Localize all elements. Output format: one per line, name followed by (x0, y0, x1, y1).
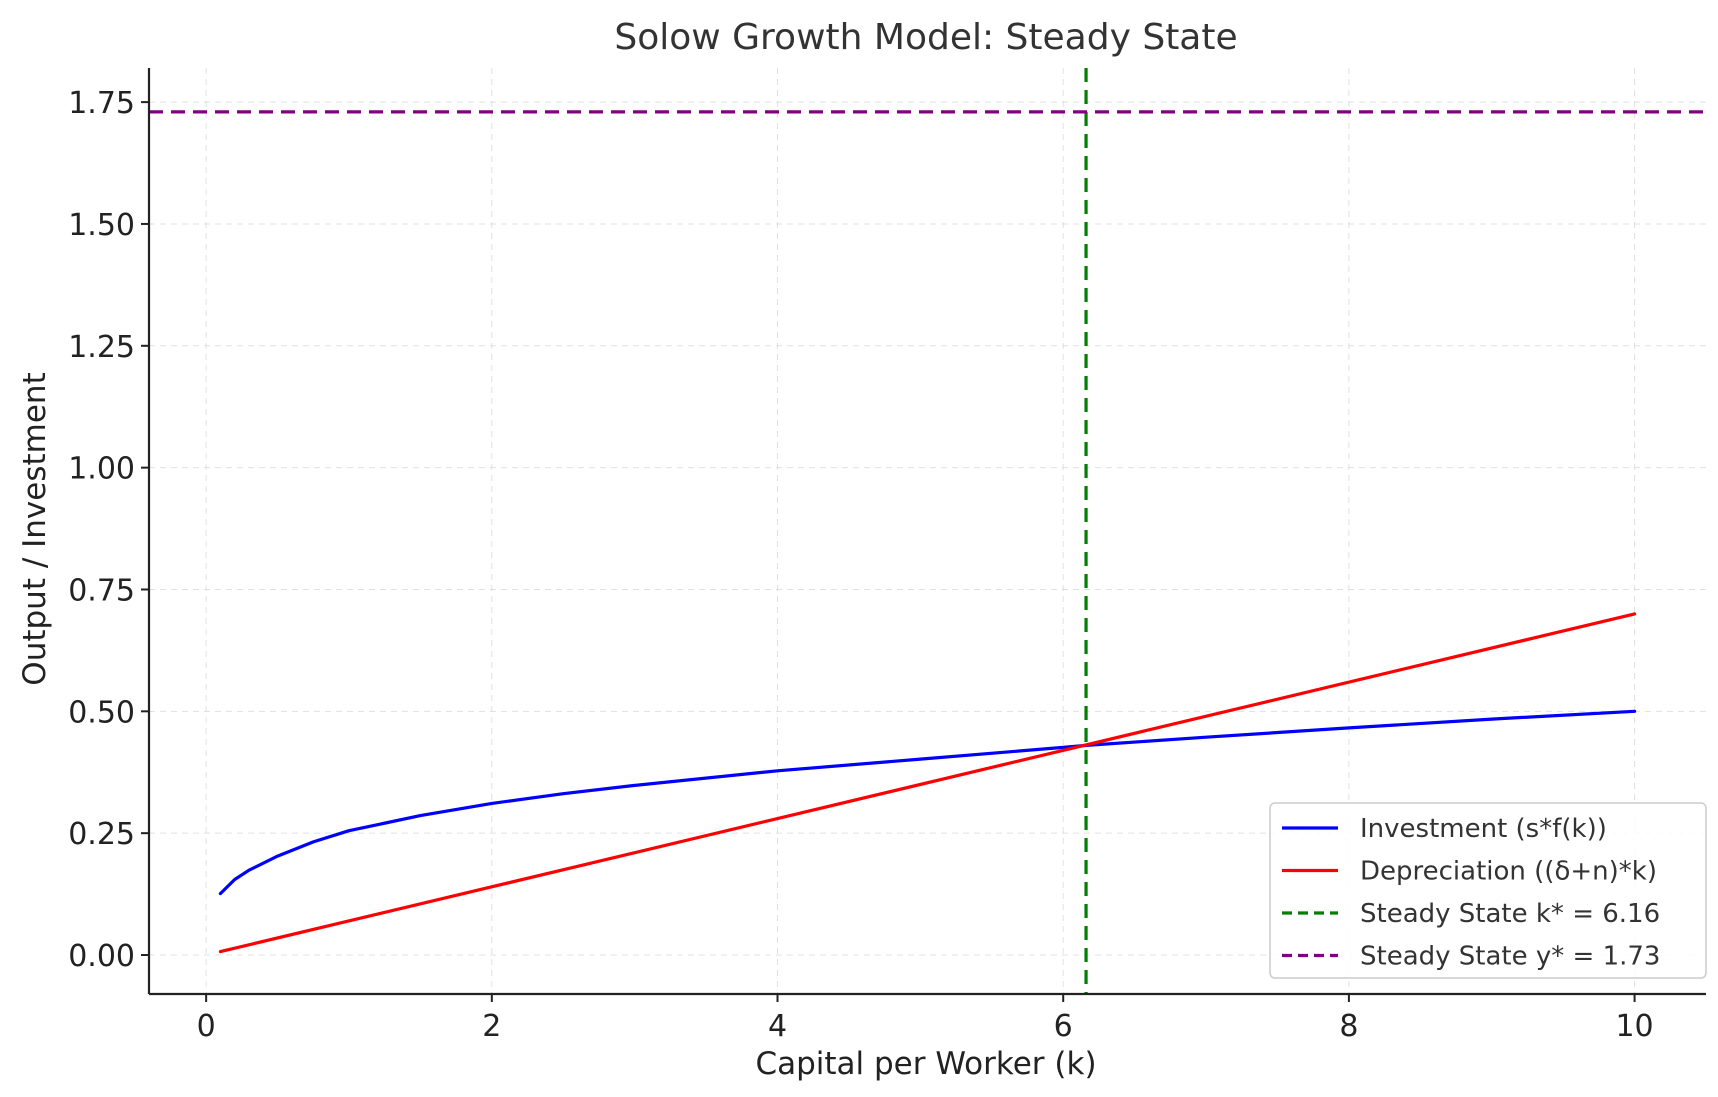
chart-title: Solow Growth Model: Steady State (614, 17, 1237, 58)
y-tick-label: 1.00 (68, 452, 135, 487)
x-tick-label: 10 (1615, 1009, 1653, 1044)
x-tick-label: 6 (1054, 1009, 1073, 1044)
x-tick-label: 0 (197, 1009, 216, 1044)
legend-label: Depreciation ((δ+n)*k) (1360, 857, 1657, 887)
y-tick-label: 1.50 (68, 208, 135, 243)
legend-label: Investment (s*f(k)) (1360, 814, 1607, 844)
x-tick-label: 4 (768, 1009, 787, 1044)
y-tick-label: 1.75 (68, 86, 135, 121)
y-tick-label: 0.75 (68, 573, 135, 608)
legend-box (1269, 802, 1707, 979)
y-tick-label: 1.25 (68, 330, 135, 365)
legend-label: Steady State y* = 1.73 (1360, 942, 1660, 972)
legend: Investment (s*f(k)) Depreciation ((δ+n)*k… (1269, 802, 1707, 979)
legend-label: Steady State k* = 6.16 (1360, 899, 1660, 929)
grid (149, 68, 1706, 994)
x-tick-label: 2 (482, 1009, 501, 1044)
y-axis-label: Output / Investment (17, 372, 53, 685)
x-tick-label: 8 (1339, 1009, 1358, 1044)
axes: 0 2 4 6 8 10 0.00 0.25 0.50 0.75 1.00 1.25 1.50 1.75 (68, 68, 1706, 1044)
y-tick-label: 0.50 (68, 695, 135, 730)
investment-line (218, 709, 1637, 896)
depreciation-line (218, 612, 1637, 954)
y-tick-label: 0.00 (68, 939, 135, 974)
y-tick-label: 0.25 (68, 817, 135, 852)
plot-lines (149, 68, 1706, 994)
x-axis-label: Capital per Worker (k) (755, 1046, 1096, 1082)
